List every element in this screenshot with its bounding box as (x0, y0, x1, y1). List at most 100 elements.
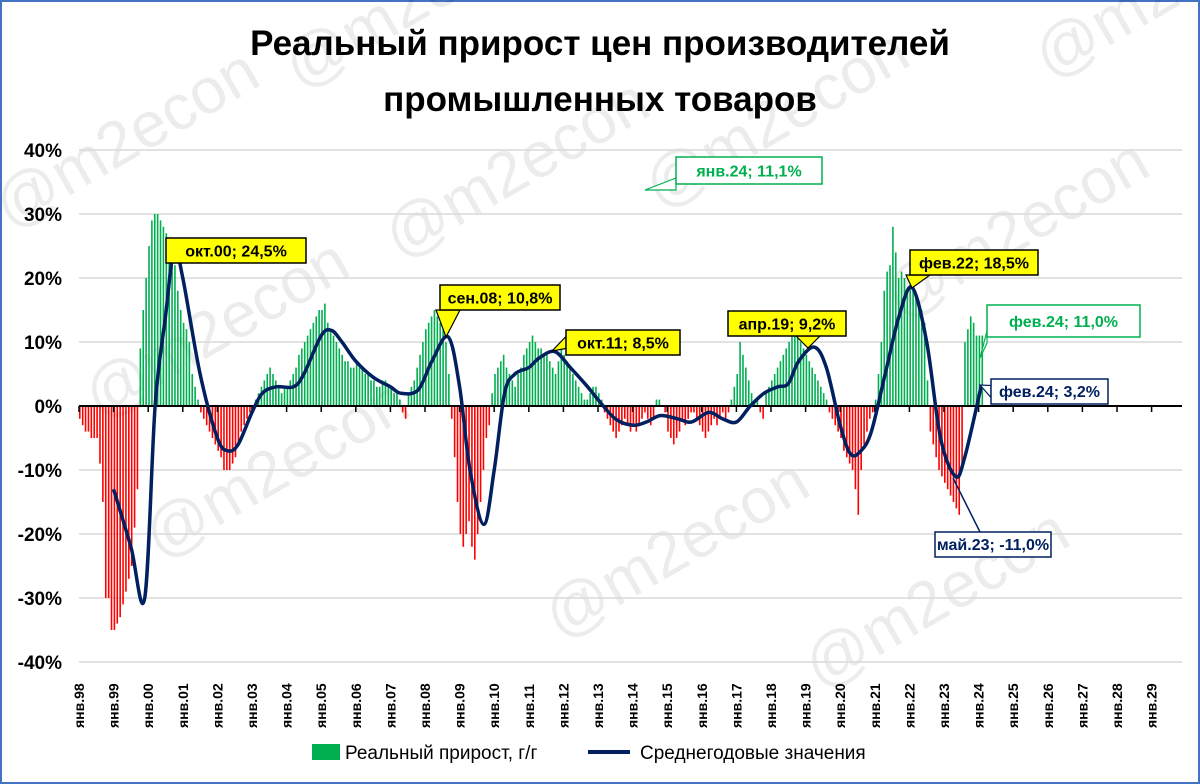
bar (871, 406, 874, 413)
annotation-callout: окт.00; 24,5% (165, 237, 307, 264)
annotation-label: май.23; -11,0% (937, 537, 1049, 554)
annotation-label: окт.11; 8,5% (577, 335, 669, 352)
x-tick-label: янв.18 (763, 683, 779, 728)
bar (932, 406, 935, 445)
bar (390, 386, 392, 406)
bar (87, 406, 90, 432)
annotation-label: апр.19; 9,2% (739, 316, 836, 333)
bar (892, 226, 894, 406)
bar (125, 406, 127, 592)
bar (344, 361, 346, 406)
x-tick-label: янв.16 (694, 683, 710, 728)
bar (84, 406, 87, 432)
bar (843, 406, 845, 451)
annotation-callout: окт.11; 8,5% (550, 329, 681, 356)
bar (577, 386, 580, 406)
bar (321, 310, 323, 406)
bar (329, 329, 332, 406)
bar (462, 406, 465, 547)
y-tick-label: -30% (18, 589, 62, 610)
bar (560, 348, 563, 406)
bar (920, 310, 923, 406)
bar (557, 361, 560, 406)
bar (442, 329, 444, 406)
bar (130, 406, 133, 566)
bar (750, 393, 753, 406)
bar (845, 406, 848, 458)
bar (272, 374, 274, 406)
bar (543, 354, 545, 406)
bar (482, 406, 485, 470)
bar (762, 406, 764, 419)
y-tick-label: -20% (18, 525, 62, 546)
average-line (111, 245, 984, 606)
bar (978, 335, 981, 406)
bar (733, 386, 736, 406)
bar (592, 386, 594, 406)
bar (456, 406, 459, 502)
bar (214, 406, 217, 445)
annotation-box (675, 156, 823, 185)
bar (396, 393, 398, 406)
annotation-label: фев.24; 11,0% (1009, 314, 1118, 331)
annotation-box (990, 378, 1109, 405)
bar (517, 374, 519, 406)
bar (773, 374, 776, 406)
bar (825, 399, 828, 406)
bar (228, 406, 231, 470)
annotation-box (934, 531, 1052, 558)
y-tick-label: 30% (24, 205, 62, 226)
bar (574, 380, 577, 406)
bar (710, 406, 713, 426)
annotations: окт.00; 24,5% сен.08; 10,8% окт.11; 8,5% ап… (165, 156, 1141, 558)
bar (96, 406, 98, 438)
bar (730, 399, 733, 406)
bar (952, 406, 955, 502)
bar (647, 406, 649, 419)
y-tick-label: 40% (24, 141, 62, 162)
bar (367, 374, 369, 406)
bar (459, 406, 462, 534)
bar (704, 406, 707, 438)
bar (185, 329, 188, 406)
bar (312, 322, 315, 406)
bar (404, 406, 407, 419)
bar (946, 406, 949, 490)
bar (820, 386, 822, 406)
bar (182, 322, 185, 406)
bar (958, 406, 961, 515)
annotation-callout: май.23; -11,0% (934, 477, 1052, 558)
bar (961, 406, 963, 470)
bar (759, 406, 762, 413)
bar (621, 406, 623, 426)
bar (358, 367, 361, 406)
bar (523, 354, 525, 406)
x-axis-ticks: янв.98 янв.99 янв.00 янв.01 янв.02 янв.03 янв.… (71, 406, 1160, 728)
bar (727, 406, 730, 413)
bar (202, 406, 205, 419)
annotation-box (909, 249, 1039, 276)
bar (439, 322, 442, 406)
x-tick-label: янв.13 (590, 683, 606, 728)
bar (736, 374, 738, 406)
y-tick-label: 10% (24, 333, 62, 354)
bar (177, 290, 179, 406)
annotation-callout: апр.19; 9,2% (727, 310, 847, 349)
bar (499, 361, 502, 406)
annotation-callout: сен.08; 10,8% (435, 284, 561, 339)
bar (805, 354, 808, 406)
bar (107, 406, 110, 598)
bar (113, 406, 116, 630)
y-tick-label: 0% (35, 397, 63, 418)
bar (926, 380, 929, 406)
bar (788, 342, 790, 406)
x-tick-label: янв.01 (175, 683, 191, 728)
bar (641, 406, 643, 419)
bar (416, 367, 418, 406)
annotation-callout: фев.24; 3,2% (978, 378, 1109, 405)
bar (93, 406, 96, 438)
bar (765, 393, 767, 406)
bar (306, 335, 309, 406)
bar (886, 271, 888, 406)
bar (747, 380, 750, 406)
